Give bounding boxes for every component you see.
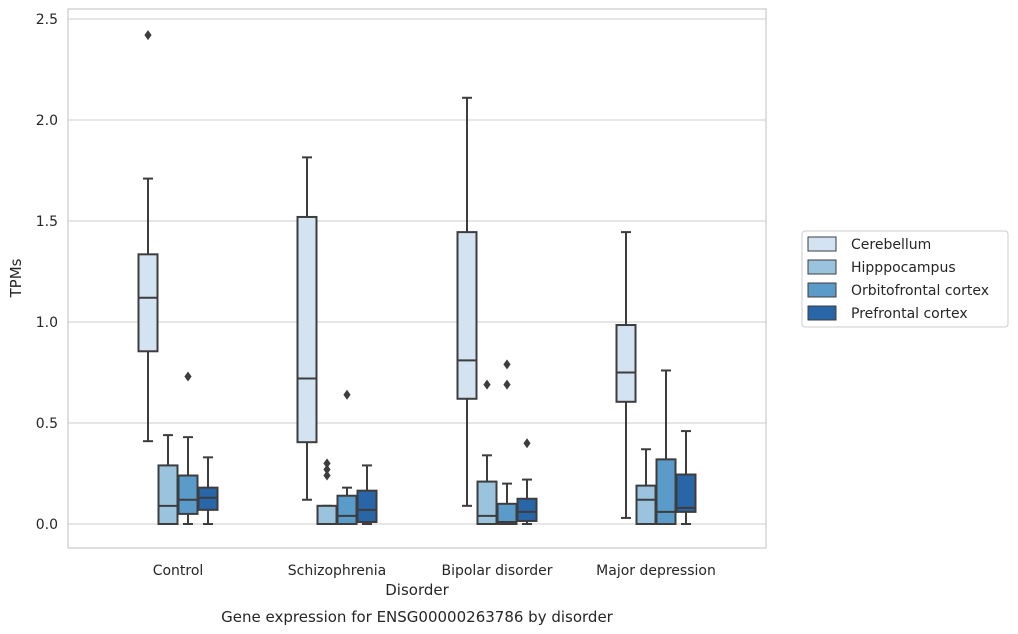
box-cerebellum [137,30,159,443]
box-body [516,497,538,522]
outlier-marker [483,379,491,390]
box-cerebellum [615,231,637,519]
box-body [296,215,318,444]
box-orbitofrontal-cortex [177,371,199,525]
y-tick-label: 0.5 [36,416,58,432]
legend: Cerebellum Hipppocampus Orbitofrontal cort… [801,230,1009,328]
legend-label: Orbitofrontal cortex [851,283,989,299]
box-body [675,473,697,513]
y-tick-label: 0.0 [36,517,58,533]
box-body [177,474,199,515]
outlier-marker [323,470,331,481]
box-prefrontal-cortex [675,430,697,525]
box-cerebellum [296,156,318,501]
box-prefrontal-cortex [356,464,378,525]
legend-swatch [807,236,837,252]
legend-label: Cerebellum [851,237,931,253]
legend-swatch [807,282,837,298]
outlier-marker [323,464,331,475]
y-tick-label: 2.0 [36,113,58,129]
legend-label: Hipppocampus [851,260,956,276]
outlier-marker [144,30,152,41]
box-body [197,486,219,511]
box-prefrontal-cortex [197,456,219,525]
y-tick-label: 1.5 [36,214,58,230]
box-prefrontal-cortex [516,438,538,525]
box-orbitofrontal-cortex [336,389,358,526]
box-body [476,480,498,525]
legend-frame [801,230,1009,328]
box-body [137,253,159,353]
box-body [456,231,478,400]
legend-label: Prefrontal cortex [851,306,968,322]
outlier-marker [503,359,511,370]
outlier-marker [523,438,531,449]
box-plot-marks [137,30,697,526]
x-tick-label: Bipolar disorder [441,563,552,579]
x-tick-label: Major depression [596,563,716,579]
outlier-marker [323,458,331,469]
box-cerebellum [456,96,478,507]
chart-title: Gene expression for ENSG00000263786 by d… [221,608,614,626]
legend-swatch [807,305,837,321]
plot-frame [67,8,767,549]
outlier-marker [503,379,511,390]
box-body [356,489,378,523]
y-tick-label: 2.5 [36,12,58,28]
x-axis-label: Disorder [385,581,449,599]
outlier-marker [184,371,192,382]
box-body [496,502,518,525]
x-tick-labels: Control Schizophrenia Bipolar disorder Majo… [153,563,716,579]
box-body [615,324,637,403]
box-hipppocampus [157,434,179,526]
legend-swatch [807,259,837,275]
y-tick-label: 1.0 [36,315,58,331]
y-tick-labels: 0.0 0.5 1.0 1.5 2.0 2.5 [36,12,58,533]
box-body [316,504,338,526]
box-body [655,458,677,525]
box-body [336,494,358,526]
x-tick-label: Schizophrenia [288,563,386,579]
box-body [635,484,657,525]
box-orbitofrontal-cortex [496,359,518,525]
y-axis-label: TPMs [7,258,25,298]
box-body [157,464,179,526]
box-hipppocampus [476,379,498,525]
outlier-marker [343,389,351,400]
x-tick-label: Control [153,563,204,579]
